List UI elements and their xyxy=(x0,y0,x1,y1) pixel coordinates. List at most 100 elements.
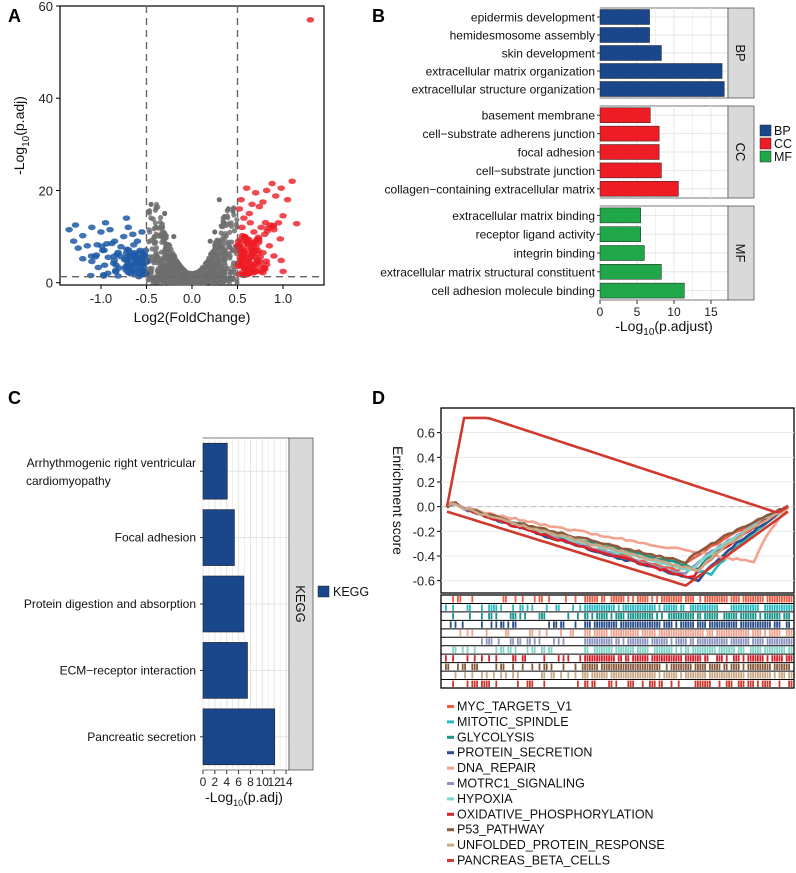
rug-mark xyxy=(783,596,786,603)
legend-swatch xyxy=(447,705,454,708)
rug-mark xyxy=(557,604,560,611)
rug-mark xyxy=(706,638,709,645)
rug-mark xyxy=(759,621,762,628)
legend-swatch xyxy=(447,782,454,785)
rug-mark xyxy=(641,663,644,671)
legend-swatch xyxy=(759,124,772,137)
rug-mark xyxy=(490,621,493,628)
rug-mark xyxy=(521,596,524,603)
rug-mark xyxy=(548,621,550,628)
rug-mark xyxy=(778,621,781,628)
ns-point xyxy=(222,256,228,262)
rug-mark xyxy=(771,629,774,637)
rug-mark xyxy=(497,638,500,645)
up-point xyxy=(243,240,252,247)
rug-mark xyxy=(567,672,570,679)
up-point xyxy=(270,253,278,259)
rug-mark xyxy=(605,663,608,671)
rug-mark xyxy=(778,672,781,679)
category-label: extracellular matrix structural constitu… xyxy=(380,265,595,279)
ns-point xyxy=(209,250,215,257)
rug-mark xyxy=(663,604,666,611)
y-tick-label: 40 xyxy=(39,91,53,106)
rug-mark xyxy=(620,663,622,671)
rug-mark xyxy=(519,612,522,620)
rug-mark xyxy=(685,612,687,620)
x-tick-label: 8 xyxy=(247,775,254,789)
rug-mark xyxy=(682,604,685,611)
category-label: basement membrane xyxy=(482,109,596,123)
down-point xyxy=(88,258,96,265)
rug-mark xyxy=(514,655,517,662)
down-point xyxy=(65,226,73,233)
ns-point xyxy=(152,220,158,226)
y-axis-title: -Log10(p.adj) xyxy=(11,96,32,175)
rug-mark xyxy=(788,604,790,611)
legend-swatch xyxy=(317,585,330,598)
rug-mark xyxy=(601,663,603,671)
legend-label: MF xyxy=(774,150,792,164)
rug-mark xyxy=(730,663,733,671)
rug-mark xyxy=(704,663,706,671)
rug-mark xyxy=(670,655,673,662)
rug-mark xyxy=(550,646,553,654)
rug-mark xyxy=(634,663,637,671)
rug-mark xyxy=(538,596,541,603)
rug-mark xyxy=(543,663,546,671)
rug-mark xyxy=(581,672,584,679)
rug-mark xyxy=(629,612,632,620)
rug-mark xyxy=(694,672,697,679)
rug-mark xyxy=(680,621,682,628)
rug-mark xyxy=(764,604,766,611)
ns-point xyxy=(234,276,240,282)
rug-mark xyxy=(637,672,639,679)
rug-mark xyxy=(622,604,625,611)
rug-mark xyxy=(759,672,762,679)
rug-mark xyxy=(776,596,778,603)
bar xyxy=(202,642,248,699)
ns-point xyxy=(149,254,155,260)
rug-mark xyxy=(653,629,656,637)
ns-point xyxy=(160,270,166,276)
rug-mark xyxy=(709,596,711,603)
rug-mark xyxy=(773,604,776,611)
rug-mark xyxy=(699,596,702,603)
rug-mark xyxy=(675,655,678,662)
rug-mark xyxy=(572,604,574,611)
up-point xyxy=(279,213,287,219)
rug-mark xyxy=(713,638,716,645)
rug-mark xyxy=(728,629,730,637)
rug-mark xyxy=(745,621,747,628)
rug-mark xyxy=(711,638,714,645)
rug-mark xyxy=(538,629,541,637)
ns-point xyxy=(183,277,189,284)
legend-label: PANCREAS_BETA_CELLS xyxy=(457,854,610,868)
rug-mark xyxy=(785,655,788,662)
rug-mark xyxy=(615,663,618,671)
rug-mark xyxy=(716,655,718,662)
rug-mark xyxy=(466,646,469,654)
rug-mark xyxy=(596,621,598,628)
rug-mark xyxy=(651,680,654,687)
rug-mark xyxy=(529,680,531,687)
up-point xyxy=(257,224,265,231)
rug-mark xyxy=(584,655,586,662)
rug-mark xyxy=(673,604,675,611)
rug-mark xyxy=(637,663,639,671)
rug-mark xyxy=(569,629,572,637)
down-point xyxy=(94,264,103,271)
rug-mark xyxy=(730,646,733,654)
rug-mark xyxy=(651,621,654,628)
rug-mark xyxy=(601,604,603,611)
facet-strip-label: MF xyxy=(733,244,748,263)
legend-swatch xyxy=(447,751,454,755)
ns-point xyxy=(148,201,154,207)
rug-mark xyxy=(677,596,680,603)
rug-mark xyxy=(461,663,464,671)
rug-mark xyxy=(785,612,788,620)
ns-point xyxy=(152,224,159,230)
rug-mark xyxy=(488,604,490,611)
rug-mark xyxy=(759,655,762,662)
rug-mark xyxy=(687,621,690,628)
x-axis-title: -Log10(p.adjust) xyxy=(615,318,713,338)
